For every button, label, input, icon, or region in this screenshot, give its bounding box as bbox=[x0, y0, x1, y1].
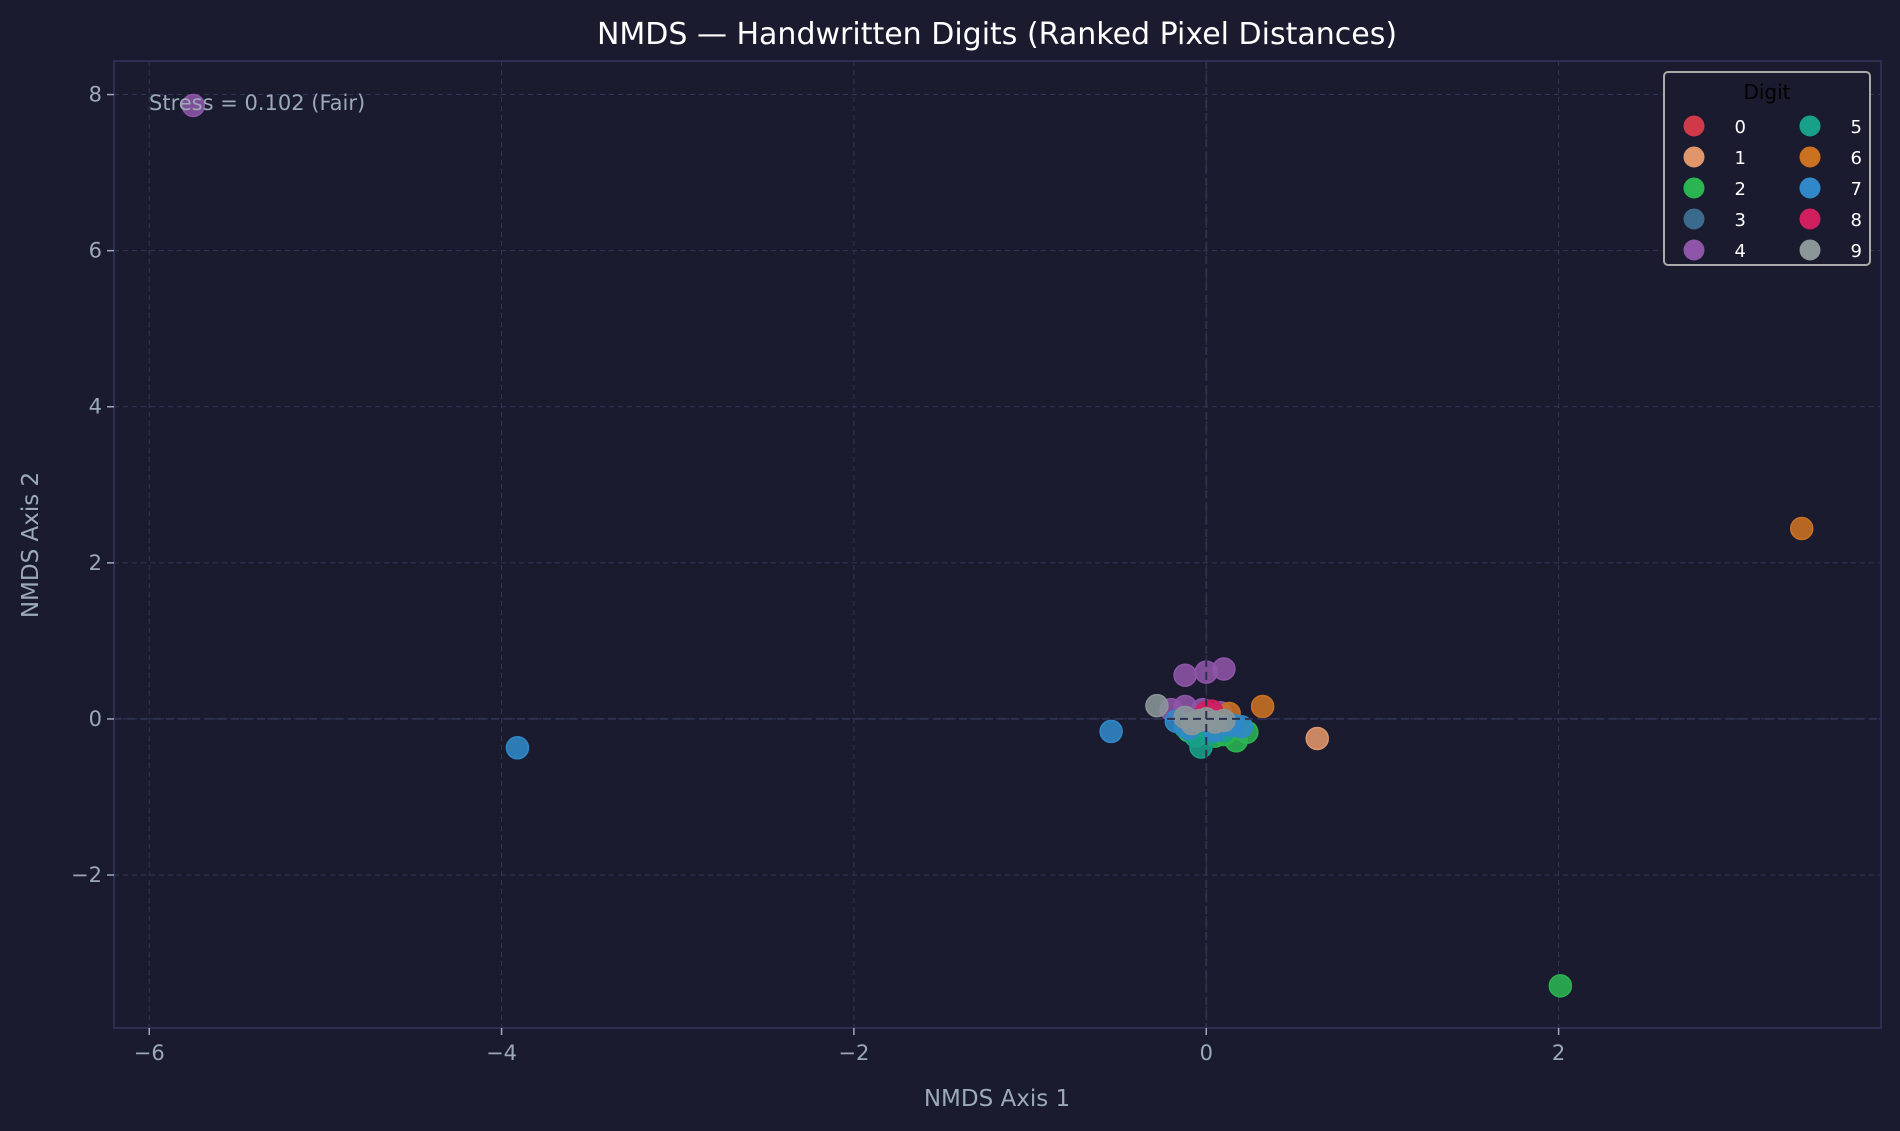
legend-marker-digit-7 bbox=[1799, 177, 1821, 199]
legend-marker-digit-5 bbox=[1799, 115, 1821, 137]
data-point-digit-4 bbox=[181, 93, 206, 118]
legend-label-digit-2: 2 bbox=[1735, 179, 1746, 200]
legend-label-digit-9: 9 bbox=[1851, 241, 1862, 262]
data-point-digit-7 bbox=[1099, 719, 1123, 744]
y-tick-label: 8 bbox=[89, 83, 102, 107]
y-tick-label: 6 bbox=[89, 239, 102, 263]
legend-label-digit-8: 8 bbox=[1851, 210, 1862, 231]
legend-label-digit-3: 3 bbox=[1735, 210, 1746, 231]
data-point-digit-4 bbox=[1212, 657, 1236, 681]
legend-label-digit-5: 5 bbox=[1851, 117, 1862, 138]
legend-label-digit-1: 1 bbox=[1735, 148, 1746, 169]
legend-marker-digit-0 bbox=[1683, 115, 1705, 137]
legend-marker-digit-2 bbox=[1683, 177, 1705, 199]
stress-annotation: Stress = 0.102 (Fair) bbox=[149, 91, 365, 115]
legend-label-digit-7: 7 bbox=[1851, 179, 1862, 200]
y-tick-label: −2 bbox=[71, 863, 102, 887]
grid-lines bbox=[114, 61, 1881, 1028]
data-point-digit-9 bbox=[1145, 693, 1169, 718]
legend: Digit 0 1 2 3 4 5 6 7 8 9 bbox=[1663, 71, 1871, 266]
data-points bbox=[114, 61, 1881, 1028]
legend-marker-digit-6 bbox=[1799, 146, 1821, 168]
y-tick-label: 2 bbox=[89, 551, 102, 575]
data-point-digit-7 bbox=[505, 736, 530, 760]
y-tick-label: 4 bbox=[89, 395, 102, 419]
data-point-digit-4 bbox=[1173, 663, 1197, 687]
data-point-digit-6 bbox=[1250, 694, 1275, 719]
axis-ticks: −6 −4 −2 0 2 −2 0 2 4 6 8 bbox=[71, 83, 1565, 1065]
legend-label-digit-6: 6 bbox=[1851, 148, 1862, 169]
y-tick-label: 0 bbox=[89, 707, 102, 731]
data-point-digit-6 bbox=[1789, 516, 1814, 541]
legend-label-digit-4: 4 bbox=[1735, 241, 1746, 262]
x-tick-label: 0 bbox=[1200, 1041, 1213, 1065]
x-tick-label: −4 bbox=[486, 1041, 517, 1065]
legend-marker-digit-8 bbox=[1799, 208, 1821, 230]
chart-title: NMDS — Handwritten Digits (Ranked Pixel … bbox=[597, 17, 1397, 52]
data-point-digit-2 bbox=[1548, 974, 1573, 998]
plot-frame bbox=[113, 60, 1882, 1029]
legend-title: Digit bbox=[1743, 80, 1790, 104]
legend-marker-digit-3 bbox=[1683, 208, 1705, 230]
x-tick-label: −6 bbox=[134, 1041, 165, 1065]
x-axis-label: NMDS Axis 1 bbox=[924, 1086, 1070, 1112]
legend-marker-digit-4 bbox=[1683, 239, 1705, 261]
y-axis-label: NMDS Axis 2 bbox=[18, 472, 44, 618]
legend-marker-digit-9 bbox=[1799, 239, 1821, 261]
legend-label-digit-0: 0 bbox=[1735, 117, 1746, 138]
data-point-digit-1 bbox=[1305, 726, 1330, 751]
x-tick-label: 2 bbox=[1552, 1041, 1565, 1065]
legend-marker-digit-1 bbox=[1683, 146, 1705, 168]
x-tick-label: −2 bbox=[838, 1041, 869, 1065]
